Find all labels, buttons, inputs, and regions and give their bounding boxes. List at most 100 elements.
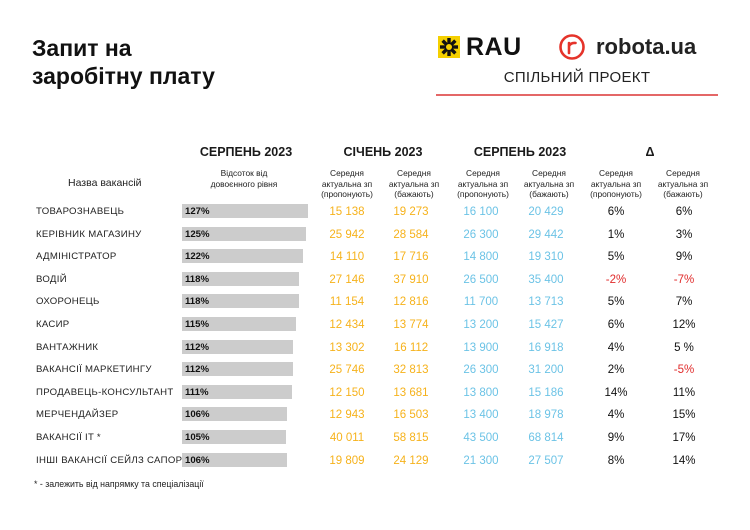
delta-offer-value: 4%	[607, 409, 625, 422]
jan-want-value: 16 503	[393, 409, 429, 422]
aug-want-value: 19 310	[528, 251, 564, 264]
delta-offer-value: 5%	[607, 296, 625, 309]
delta-want-value: -5%	[673, 364, 695, 377]
vacancy-name: ВАНТАЖНИК	[36, 341, 99, 353]
title-line-1: Запит на	[32, 35, 132, 61]
table-row: ВАКАНСІЇ IT * 105% 40 011 58 815 43 500 68 81…	[0, 427, 750, 450]
jan-want-value: 28 584	[393, 228, 429, 241]
subheader-jan-offer: Середня актуальна зп (пропонують)	[321, 168, 373, 199]
aug-offer-value: 13 900	[463, 341, 499, 354]
jan-offer-value: 27 146	[329, 273, 365, 286]
vacancy-name: МЕРЧЕНДАЙЗЕР	[36, 409, 119, 421]
ratio-value: 112%	[185, 364, 210, 376]
jan-offer-value: 25 942	[329, 228, 365, 241]
jan-offer-value: 13 302	[329, 341, 365, 354]
aug-want-value: 15 427	[528, 319, 564, 331]
aug-want-value: 18 978	[528, 409, 564, 422]
ratio-value: 105%	[185, 432, 210, 443]
ratio-value: 118%	[185, 296, 210, 308]
ratio-bar	[182, 294, 299, 309]
aug-offer-value: 16 100	[463, 206, 499, 218]
delta-offer-value: -2%	[605, 273, 627, 286]
table-row: КАСИР 115% 12 434 13 774 13 200 15 427 6% 12%	[0, 314, 750, 337]
delta-want-value: 3%	[675, 228, 693, 241]
table-row: ІНШІ ВАКАНСІЇ СЕЙЛЗ САПОРТ 106% 19 809 24 1…	[0, 450, 750, 473]
vacancy-name: ТОВАРОЗНАВЕЦЬ	[36, 206, 125, 217]
ratio-value: 106%	[185, 409, 210, 421]
ratio-bar	[182, 384, 292, 399]
jan-offer-value: 40 011	[329, 432, 365, 444]
delta-want-value: 11%	[672, 386, 696, 399]
table-row: ВОДІЙ 118% 27 146 37 910 26 500 35 400 -2% -7%	[0, 269, 750, 292]
ratio-value: 125%	[185, 228, 210, 240]
table-row: ТОВАРОЗНАВЕЦЬ 127% 15 138 19 273 16 100 20 42…	[0, 201, 750, 224]
ratio-bar	[182, 249, 303, 264]
jan-offer-value: 19 809	[329, 454, 365, 467]
jan-offer-value: 25 746	[329, 364, 365, 377]
header-delta: Δ	[645, 145, 655, 159]
ratio-bar	[182, 407, 287, 422]
aug-offer-value: 11 700	[463, 296, 499, 309]
aug-offer-value: 13 200	[463, 319, 499, 331]
subheader-jan-want: Середня актуальна зп (бажають)	[388, 168, 440, 199]
delta-want-value: 9%	[675, 251, 693, 264]
page-title: Запит на заробітну плату	[32, 34, 292, 90]
ratio-bar	[182, 204, 308, 218]
vacancy-name: ВОДІЙ	[36, 273, 67, 285]
aug-want-value: 35 400	[528, 273, 564, 286]
aug-offer-value: 13 400	[463, 409, 499, 422]
ratio-bar	[182, 317, 296, 331]
delta-offer-value: 4%	[607, 341, 625, 354]
jan-offer-value: 12 150	[329, 386, 365, 399]
joint-project-label: СПІЛЬНИЙ ПРОЕКТ	[503, 69, 651, 86]
delta-want-value: -7%	[673, 273, 695, 286]
delta-want-value: 12%	[672, 319, 696, 331]
table-row: МЕРЧЕНДАЙЗЕР 106% 12 943 16 503 13 400 18 978…	[0, 404, 750, 427]
table-row: ОХОРОНЕЦЬ 118% 11 154 12 816 11 700 13 713 5% 7…	[0, 291, 750, 314]
ratio-bar	[182, 430, 286, 444]
robota-logo-text: robota.ua	[596, 34, 697, 59]
subheader-aug-want: Середня актуальна зп (бажають)	[523, 168, 575, 199]
header-aug-2023: СЕРПЕНЬ 2023	[473, 145, 567, 159]
jan-want-value: 17 716	[393, 251, 429, 264]
aug-want-value: 13 713	[528, 296, 564, 309]
vacancy-name: КАСИР	[36, 319, 70, 330]
table-row: ВАКАНСІЇ МАРКЕТИНГУ 112% 25 746 32 813 26 30…	[0, 359, 750, 382]
rau-logo-text: RAU	[466, 33, 522, 61]
subheader-delta-offer: Середня актуальна зп (пропонують)	[590, 168, 642, 199]
ratio-value: 127%	[185, 206, 210, 217]
ratio-bar	[182, 339, 293, 354]
aug-offer-value: 13 800	[463, 386, 499, 399]
jan-offer-value: 14 110	[329, 251, 365, 264]
subheader-delta-want: Середня актуальна зп (бажають)	[657, 168, 709, 199]
robota-logo-icon	[559, 34, 585, 60]
delta-want-value: 14%	[672, 454, 696, 467]
jan-want-value: 58 815	[393, 432, 429, 444]
aug-want-value: 15 186	[528, 386, 564, 399]
delta-offer-value: 1%	[607, 228, 625, 241]
jan-offer-value: 12 434	[329, 319, 365, 331]
vacancy-name: ІНШІ ВАКАНСІЇ СЕЙЛЗ САПОРТ	[36, 454, 189, 466]
aug-want-value: 31 200	[528, 364, 564, 377]
title-line-2: заробітну плату	[32, 63, 215, 89]
header-jan-2023: СІЧЕНЬ 2023	[343, 145, 423, 159]
aug-want-value: 27 507	[528, 454, 564, 467]
aug-want-value: 29 442	[528, 228, 564, 241]
jan-offer-value: 15 138	[329, 206, 365, 218]
delta-offer-value: 6%	[607, 319, 625, 331]
ratio-bar	[182, 452, 287, 467]
subheader-ratio: Відсоток від довоєнного рівня	[210, 168, 278, 189]
ratio-value: 106%	[185, 454, 210, 466]
table-row: АДМІНІСТРАТОР 122% 14 110 17 716 14 800 19 31…	[0, 246, 750, 269]
delta-offer-value: 9%	[607, 432, 625, 444]
vacancy-name: АДМІНІСТРАТОР	[36, 251, 117, 263]
aug-want-value: 68 814	[528, 432, 564, 444]
delta-offer-value: 8%	[607, 454, 625, 467]
ratio-value: 122%	[185, 251, 210, 263]
jan-want-value: 32 813	[393, 364, 429, 377]
jan-want-value: 13 774	[393, 319, 429, 331]
logos-block: RAU robota.ua СПІЛЬНИЙ ПРОЕКТ	[436, 30, 718, 98]
aug-offer-value: 26 300	[463, 364, 499, 377]
aug-offer-value: 26 300	[463, 228, 499, 241]
jan-offer-value: 12 943	[329, 409, 365, 422]
